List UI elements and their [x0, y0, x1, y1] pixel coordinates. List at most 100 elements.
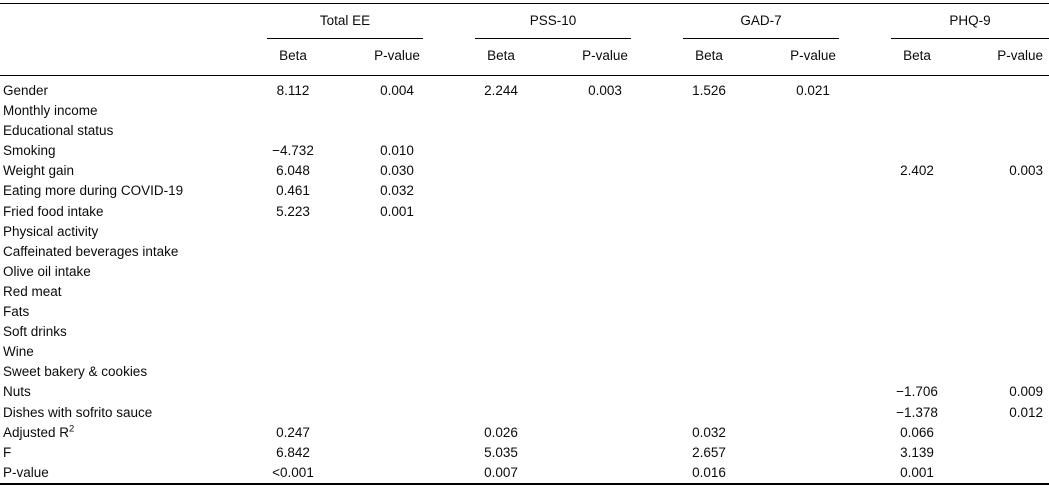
cell-value	[241, 262, 345, 282]
cell-value	[865, 121, 969, 141]
cell-value	[657, 382, 761, 402]
cell-value	[553, 181, 657, 201]
cell-value	[761, 202, 865, 222]
spanner-rule-total-ee: Total EE	[267, 4, 423, 39]
cell-value	[865, 181, 969, 201]
cell-value	[969, 302, 1049, 322]
cell-value: <0.001	[241, 462, 345, 485]
table-row: Smoking −4.732 0.010	[0, 141, 1049, 161]
cell-value: 5.223	[276, 203, 310, 219]
cell-value	[241, 222, 345, 242]
table-row: Wine	[0, 342, 1049, 362]
cell-value	[969, 141, 1049, 161]
row-label: Gender	[3, 83, 49, 98]
cell-value	[449, 322, 553, 342]
table-row: Physical activity	[0, 222, 1049, 242]
cell-value: 0.030	[380, 163, 414, 179]
cell-value: 6.842	[276, 444, 310, 460]
cell-value	[865, 362, 969, 382]
row-label: Smoking	[3, 143, 56, 159]
cell-value	[553, 202, 657, 222]
cell-value: 2.657	[692, 444, 726, 460]
group-header-total-ee: Total EE	[241, 4, 449, 39]
group-label-pss-10: PSS-10	[529, 13, 577, 28]
cell-value	[761, 403, 865, 423]
label-column-spacer	[0, 4, 241, 40]
row-label: Weight gain	[3, 163, 75, 179]
cell-value	[241, 322, 345, 342]
cell-value	[345, 282, 449, 302]
cell-value	[241, 342, 345, 362]
cell-value	[761, 443, 865, 463]
cell-value: 0.003	[588, 83, 622, 98]
cell-value: 0.247	[276, 424, 310, 440]
group-label-phq-9: PHQ-9	[949, 13, 991, 28]
table-body: Gender 8.112 0.004 2.244 0.003 1.526 0.021 Mon…	[0, 76, 1049, 485]
cell-value	[553, 403, 657, 423]
cell-value	[969, 242, 1049, 262]
table-row: Caffeinated beverages intake	[0, 242, 1049, 262]
cell-value	[241, 101, 345, 121]
cell-value: 2.402	[900, 163, 934, 179]
cell-value	[553, 242, 657, 262]
cell-value	[761, 322, 865, 342]
table-row: Sweet bakery & cookies	[0, 362, 1049, 382]
cell-value	[657, 322, 761, 342]
cell-value: 8.112	[276, 83, 310, 98]
cell-value	[761, 181, 865, 201]
cell-value	[345, 121, 449, 141]
cell-value	[657, 121, 761, 141]
spanner-rule-gad-7: GAD-7	[683, 4, 840, 39]
cell-value	[865, 76, 969, 102]
column-header-beta: Beta	[449, 39, 553, 76]
cell-value	[345, 242, 449, 262]
cell-value	[761, 161, 865, 181]
cell-value	[865, 262, 969, 282]
cell-value	[657, 141, 761, 161]
cell-value: −4.732	[272, 143, 314, 159]
row-label: Red meat	[3, 283, 62, 299]
cell-value: 0.004	[380, 83, 414, 98]
cell-value	[241, 382, 345, 402]
column-header-beta: Beta	[865, 39, 970, 76]
cell-value: 3.139	[900, 444, 934, 460]
table-row: Educational status	[0, 121, 1049, 141]
cell-value	[345, 322, 449, 342]
row-label: Monthly income	[3, 103, 98, 119]
cell-value	[345, 423, 449, 443]
row-label: Fats	[3, 304, 30, 320]
cell-value	[969, 282, 1049, 302]
cell-value	[865, 141, 969, 161]
row-label: Sweet bakery & cookies	[3, 364, 148, 380]
table-row: Olive oil intake	[0, 262, 1049, 282]
cell-value	[657, 342, 761, 362]
table-row: Fried food intake 5.223 0.001	[0, 202, 1049, 222]
table-row: Adjusted R2 0.247 0.026 0.032 0.066	[0, 423, 1049, 443]
cell-value	[345, 302, 449, 322]
cell-value	[657, 302, 761, 322]
cell-value	[449, 382, 553, 402]
table-row: F 6.842 5.035 2.657 3.139	[0, 443, 1049, 463]
cell-value	[553, 262, 657, 282]
label-column-spacer	[0, 39, 241, 76]
cell-value	[553, 302, 657, 322]
cell-value	[969, 362, 1049, 382]
cell-value	[345, 342, 449, 362]
cell-value: 6.048	[276, 163, 310, 179]
cell-value	[657, 362, 761, 382]
cell-value	[657, 161, 761, 181]
cell-value: 1.526	[692, 83, 726, 98]
cell-value	[969, 76, 1049, 102]
cell-value	[553, 101, 657, 121]
cell-value	[657, 242, 761, 262]
cell-value	[657, 282, 761, 302]
row-label: Educational status	[3, 123, 114, 139]
cell-value	[449, 342, 553, 362]
cell-value	[969, 121, 1049, 141]
cell-value	[865, 342, 969, 362]
table-row: Nuts −1.706 0.009	[0, 382, 1049, 402]
cell-value: 0.016	[657, 462, 761, 485]
cell-value	[761, 302, 865, 322]
cell-value	[761, 121, 865, 141]
cell-value	[761, 242, 865, 262]
